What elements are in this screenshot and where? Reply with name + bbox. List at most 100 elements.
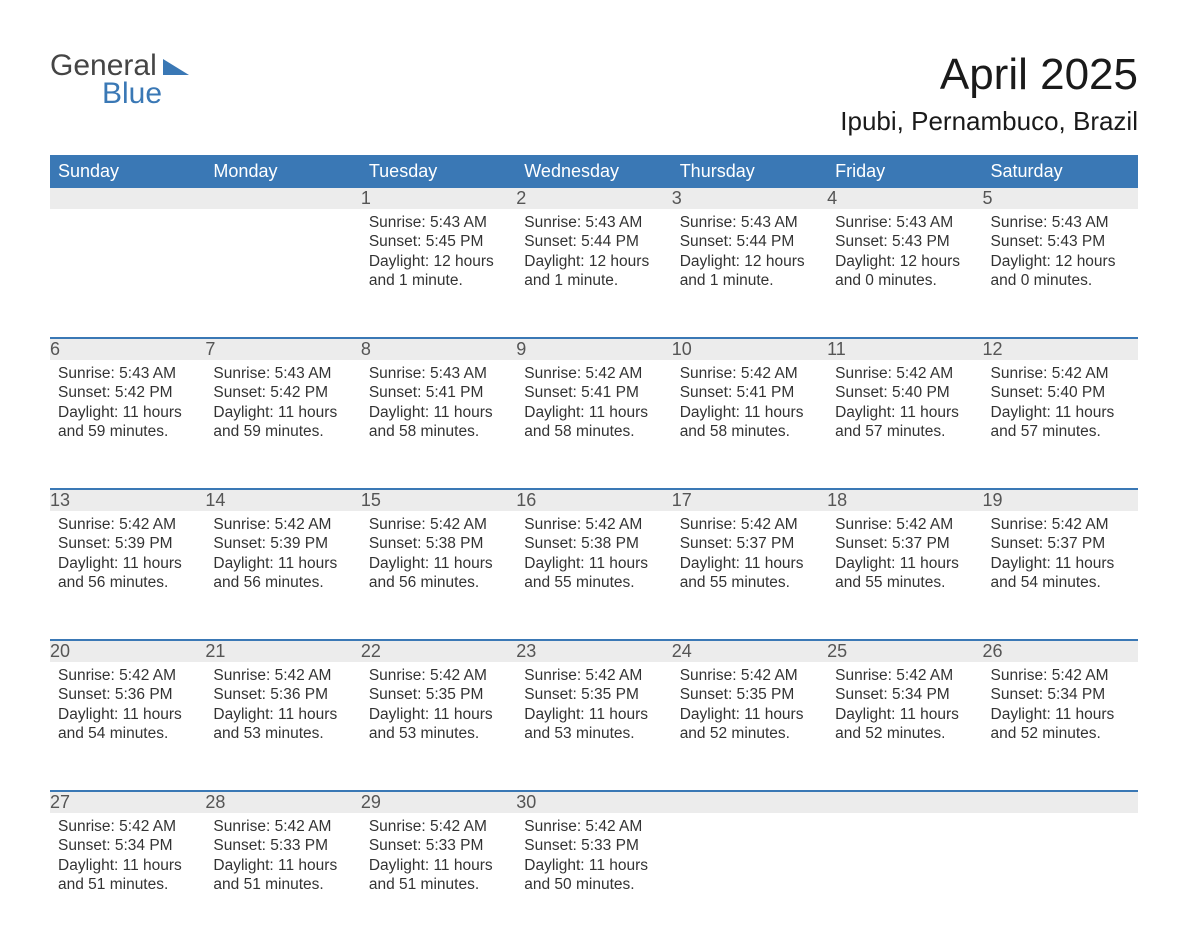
day-number-cell bbox=[672, 792, 827, 813]
sunrise-line: Sunrise: 5:42 AM bbox=[213, 817, 352, 836]
sunset-line: Sunset: 5:37 PM bbox=[835, 534, 974, 553]
day-number-cell: 12 bbox=[983, 339, 1138, 360]
daylight-line: Daylight: 11 hours and 53 minutes. bbox=[213, 705, 352, 744]
daylight-line: Daylight: 11 hours and 59 minutes. bbox=[58, 403, 197, 442]
daylight-line: Daylight: 11 hours and 56 minutes. bbox=[58, 554, 197, 593]
day-number-row: 20212223242526 bbox=[50, 641, 1138, 662]
day-info: Sunrise: 5:43 AMSunset: 5:41 PMDaylight:… bbox=[361, 360, 516, 450]
day-cell: Sunrise: 5:42 AMSunset: 5:40 PMDaylight:… bbox=[983, 360, 1138, 488]
day-number-cell: 18 bbox=[827, 490, 982, 511]
day-number-cell: 14 bbox=[205, 490, 360, 511]
day-info: Sunrise: 5:42 AMSunset: 5:34 PMDaylight:… bbox=[50, 813, 205, 903]
header: General Blue April 2025 Ipubi, Pernambuc… bbox=[50, 50, 1138, 137]
sunrise-line: Sunrise: 5:42 AM bbox=[680, 364, 819, 383]
sunset-line: Sunset: 5:36 PM bbox=[58, 685, 197, 704]
daylight-line: Daylight: 11 hours and 56 minutes. bbox=[369, 554, 508, 593]
sunrise-line: Sunrise: 5:42 AM bbox=[524, 666, 663, 685]
day-cell: Sunrise: 5:42 AMSunset: 5:34 PMDaylight:… bbox=[50, 813, 205, 941]
day-info: Sunrise: 5:42 AMSunset: 5:41 PMDaylight:… bbox=[516, 360, 671, 450]
sunrise-line: Sunrise: 5:42 AM bbox=[991, 364, 1130, 383]
location: Ipubi, Pernambuco, Brazil bbox=[840, 106, 1138, 137]
day-header: Tuesday bbox=[361, 155, 516, 188]
day-number-cell: 10 bbox=[672, 339, 827, 360]
sunset-line: Sunset: 5:33 PM bbox=[369, 836, 508, 855]
daylight-line: Daylight: 11 hours and 51 minutes. bbox=[369, 856, 508, 895]
daylight-line: Daylight: 11 hours and 51 minutes. bbox=[213, 856, 352, 895]
day-info: Sunrise: 5:42 AMSunset: 5:36 PMDaylight:… bbox=[50, 662, 205, 752]
daylight-line: Daylight: 11 hours and 50 minutes. bbox=[524, 856, 663, 895]
day-header: Friday bbox=[827, 155, 982, 188]
day-info: Sunrise: 5:42 AMSunset: 5:38 PMDaylight:… bbox=[516, 511, 671, 601]
sunrise-line: Sunrise: 5:42 AM bbox=[213, 666, 352, 685]
day-info: Sunrise: 5:42 AMSunset: 5:40 PMDaylight:… bbox=[983, 360, 1138, 450]
day-number-row: 13141516171819 bbox=[50, 490, 1138, 511]
day-cell: Sunrise: 5:42 AMSunset: 5:36 PMDaylight:… bbox=[205, 662, 360, 790]
day-info-row: Sunrise: 5:42 AMSunset: 5:34 PMDaylight:… bbox=[50, 813, 1138, 941]
day-info: Sunrise: 5:43 AMSunset: 5:42 PMDaylight:… bbox=[205, 360, 360, 450]
day-number-cell: 24 bbox=[672, 641, 827, 662]
day-cell: Sunrise: 5:43 AMSunset: 5:43 PMDaylight:… bbox=[827, 209, 982, 337]
sunset-line: Sunset: 5:41 PM bbox=[524, 383, 663, 402]
day-cell bbox=[983, 813, 1138, 941]
sunrise-line: Sunrise: 5:43 AM bbox=[58, 364, 197, 383]
day-number-cell: 20 bbox=[50, 641, 205, 662]
sunrise-line: Sunrise: 5:42 AM bbox=[58, 515, 197, 534]
day-number-cell: 2 bbox=[516, 188, 671, 209]
day-number-row: 12345 bbox=[50, 188, 1138, 209]
sunrise-line: Sunrise: 5:42 AM bbox=[369, 515, 508, 534]
day-cell bbox=[205, 209, 360, 337]
day-cell: Sunrise: 5:42 AMSunset: 5:41 PMDaylight:… bbox=[516, 360, 671, 488]
sunset-line: Sunset: 5:42 PM bbox=[213, 383, 352, 402]
day-cell: Sunrise: 5:42 AMSunset: 5:38 PMDaylight:… bbox=[361, 511, 516, 639]
day-cell: Sunrise: 5:42 AMSunset: 5:38 PMDaylight:… bbox=[516, 511, 671, 639]
sunrise-line: Sunrise: 5:42 AM bbox=[524, 817, 663, 836]
day-number-cell: 13 bbox=[50, 490, 205, 511]
daylight-line: Daylight: 11 hours and 52 minutes. bbox=[991, 705, 1130, 744]
logo-flag-icon bbox=[163, 59, 189, 75]
day-number-cell: 4 bbox=[827, 188, 982, 209]
day-info: Sunrise: 5:42 AMSunset: 5:34 PMDaylight:… bbox=[827, 662, 982, 752]
day-number-row: 27282930 bbox=[50, 792, 1138, 813]
sunset-line: Sunset: 5:45 PM bbox=[369, 232, 508, 251]
day-number-cell: 5 bbox=[983, 188, 1138, 209]
day-info: Sunrise: 5:42 AMSunset: 5:33 PMDaylight:… bbox=[516, 813, 671, 903]
day-number-cell: 19 bbox=[983, 490, 1138, 511]
day-info: Sunrise: 5:42 AMSunset: 5:35 PMDaylight:… bbox=[672, 662, 827, 752]
day-cell: Sunrise: 5:42 AMSunset: 5:36 PMDaylight:… bbox=[50, 662, 205, 790]
logo: General Blue bbox=[50, 50, 189, 109]
sunset-line: Sunset: 5:42 PM bbox=[58, 383, 197, 402]
day-cell: Sunrise: 5:43 AMSunset: 5:44 PMDaylight:… bbox=[672, 209, 827, 337]
sunset-line: Sunset: 5:33 PM bbox=[213, 836, 352, 855]
sunrise-line: Sunrise: 5:42 AM bbox=[524, 515, 663, 534]
day-cell: Sunrise: 5:42 AMSunset: 5:33 PMDaylight:… bbox=[516, 813, 671, 941]
day-info: Sunrise: 5:42 AMSunset: 5:39 PMDaylight:… bbox=[205, 511, 360, 601]
day-cell: Sunrise: 5:42 AMSunset: 5:40 PMDaylight:… bbox=[827, 360, 982, 488]
daylight-line: Daylight: 11 hours and 55 minutes. bbox=[680, 554, 819, 593]
day-number-cell: 15 bbox=[361, 490, 516, 511]
day-number-cell: 7 bbox=[205, 339, 360, 360]
day-number-cell: 9 bbox=[516, 339, 671, 360]
day-info: Sunrise: 5:42 AMSunset: 5:37 PMDaylight:… bbox=[672, 511, 827, 601]
day-info: Sunrise: 5:42 AMSunset: 5:33 PMDaylight:… bbox=[205, 813, 360, 903]
day-cell: Sunrise: 5:42 AMSunset: 5:33 PMDaylight:… bbox=[205, 813, 360, 941]
day-number-cell: 28 bbox=[205, 792, 360, 813]
daylight-line: Daylight: 11 hours and 55 minutes. bbox=[835, 554, 974, 593]
day-info: Sunrise: 5:42 AMSunset: 5:37 PMDaylight:… bbox=[983, 511, 1138, 601]
sunset-line: Sunset: 5:35 PM bbox=[680, 685, 819, 704]
daylight-line: Daylight: 12 hours and 1 minute. bbox=[524, 252, 663, 291]
day-number-cell: 21 bbox=[205, 641, 360, 662]
day-info: Sunrise: 5:42 AMSunset: 5:35 PMDaylight:… bbox=[361, 662, 516, 752]
day-info-row: Sunrise: 5:43 AMSunset: 5:42 PMDaylight:… bbox=[50, 360, 1138, 488]
sunset-line: Sunset: 5:43 PM bbox=[835, 232, 974, 251]
day-info: Sunrise: 5:43 AMSunset: 5:44 PMDaylight:… bbox=[672, 209, 827, 299]
daylight-line: Daylight: 11 hours and 57 minutes. bbox=[835, 403, 974, 442]
day-cell: Sunrise: 5:42 AMSunset: 5:37 PMDaylight:… bbox=[983, 511, 1138, 639]
day-number-cell: 11 bbox=[827, 339, 982, 360]
daylight-line: Daylight: 11 hours and 53 minutes. bbox=[524, 705, 663, 744]
sunset-line: Sunset: 5:36 PM bbox=[213, 685, 352, 704]
day-number-cell: 29 bbox=[361, 792, 516, 813]
day-cell: Sunrise: 5:42 AMSunset: 5:35 PMDaylight:… bbox=[672, 662, 827, 790]
sunset-line: Sunset: 5:37 PM bbox=[991, 534, 1130, 553]
day-number-cell: 8 bbox=[361, 339, 516, 360]
day-cell: Sunrise: 5:43 AMSunset: 5:41 PMDaylight:… bbox=[361, 360, 516, 488]
